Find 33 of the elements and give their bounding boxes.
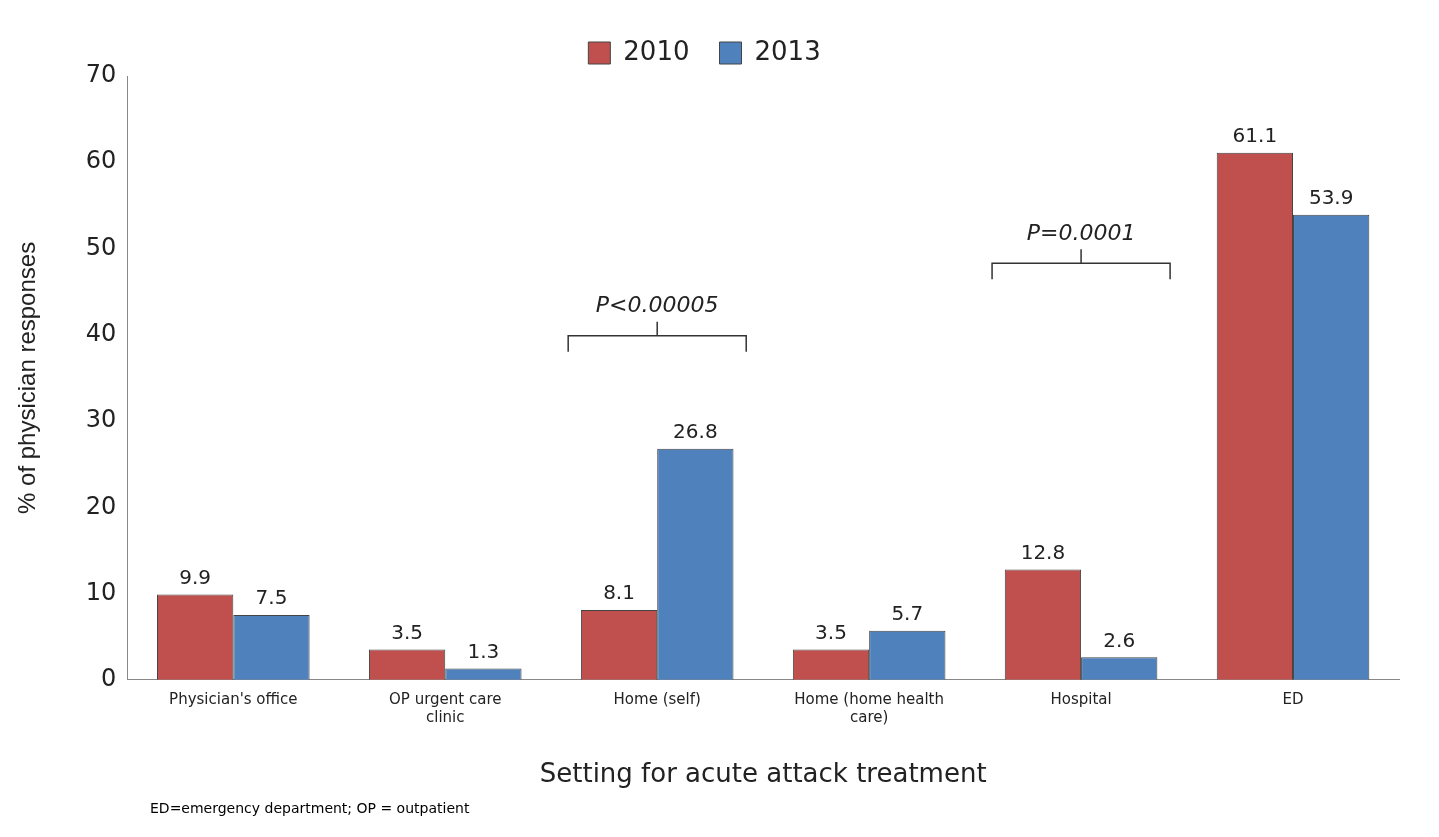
text: ED=emergency department; OP = outpatient: [150, 800, 470, 816]
y-tick-label: 30: [85, 405, 117, 434]
y-axis-title: % of physician responses: [13, 241, 41, 514]
legend-label: 2013: [754, 35, 821, 66]
data-label: 61.1: [1232, 122, 1278, 147]
x-tick-label: Physician's office: [169, 689, 298, 708]
legend-label: 2010: [623, 35, 690, 66]
y-tick-label: 70: [85, 60, 117, 89]
data-label: 7.5: [255, 585, 288, 610]
x-tick-label: OP urgent care clinic: [389, 689, 502, 726]
data-label: 9.9: [179, 564, 212, 589]
data-label: 3.5: [391, 619, 424, 644]
y-tick-label: 10: [85, 577, 117, 606]
y-tick-label: 20: [85, 491, 117, 520]
data-label: 26.8: [673, 418, 718, 443]
y-tick-label: 0: [101, 664, 117, 693]
y-tick-label: 50: [85, 232, 117, 261]
data-label: 1.3: [467, 638, 500, 663]
data-label: 2.6: [1103, 627, 1136, 652]
data-label: 53.9: [1308, 185, 1354, 210]
x-tick-label: ED: [1282, 689, 1304, 708]
data-label: 5.7: [891, 600, 924, 625]
x-axis-title: Setting for acute attack treatment: [539, 758, 987, 789]
y-tick-label: 40: [85, 319, 117, 348]
data-label: 8.1: [603, 580, 635, 605]
annotation: P<0.00005: [595, 292, 719, 318]
x-tick-label: Home (self): [613, 689, 701, 708]
x-tick-label: Home (home health care): [794, 689, 944, 726]
x-tick-label: Hospital: [1050, 689, 1112, 708]
data-label: 3.5: [815, 619, 847, 644]
y-tick-label: 60: [85, 146, 117, 175]
data-label: 12.8: [1020, 539, 1066, 564]
annotation: P=0.0001: [1026, 219, 1136, 245]
